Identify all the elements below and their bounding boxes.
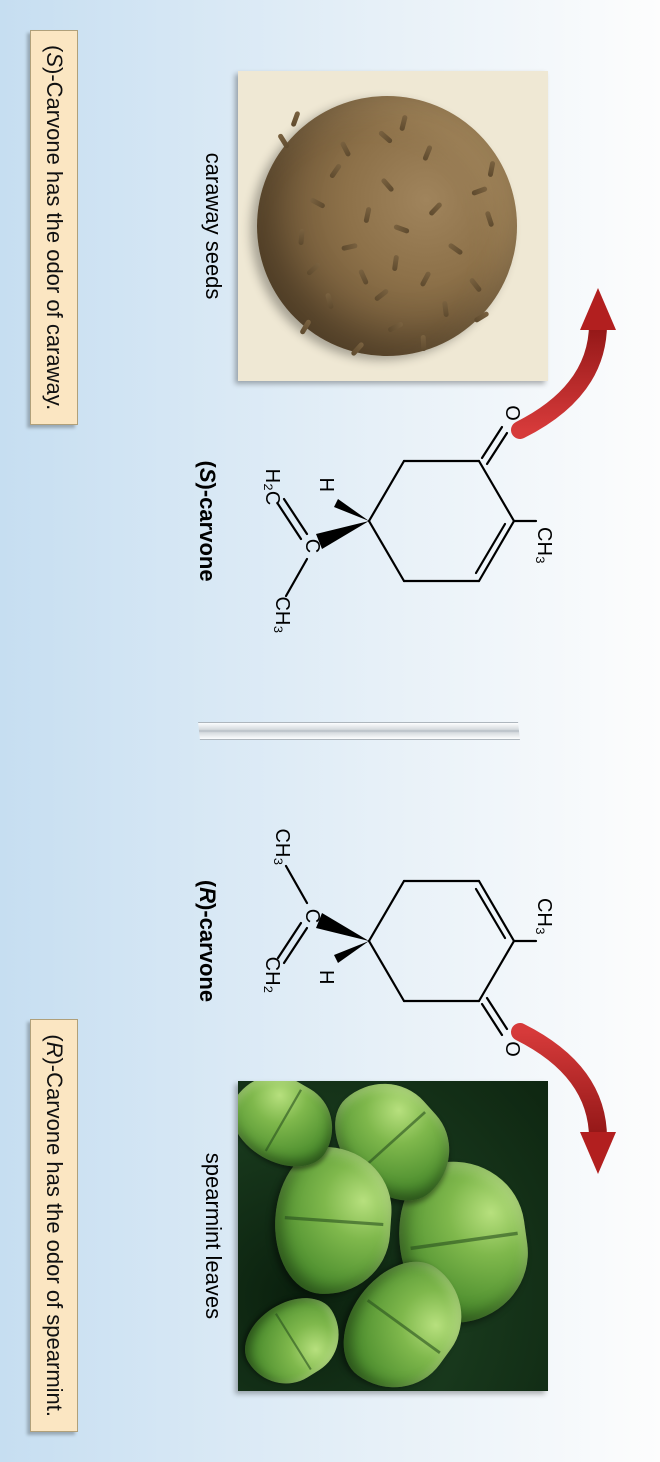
label-O: O: [501, 1041, 523, 1057]
s-carvone-structure: O CH₃ H C H₂C CH₃ (S)-carvone: [194, 391, 554, 651]
caraway-photo-block: caraway seeds: [200, 71, 548, 381]
label-C: C: [301, 539, 323, 553]
s-carvone-svg: O CH₃ H C H₂C CH₃: [224, 391, 554, 651]
cap-rest: )-Carvone has the odor of spearmint.: [42, 1057, 67, 1417]
label-H: H: [315, 478, 337, 492]
name-suffix: )-carvone: [195, 483, 220, 582]
label-C: C: [301, 909, 323, 923]
name-config: R: [195, 887, 220, 903]
figure-canvas: caraway seeds: [0, 0, 660, 1462]
left-panel: caraway seeds: [88, 0, 660, 722]
r-carvone-svg: O CH₃ H C CH₂ CH₃: [224, 811, 554, 1071]
caraway-label: caraway seeds: [200, 153, 226, 300]
seed: [421, 335, 427, 351]
label-O: O: [501, 405, 523, 421]
spearmint-photo: [238, 1081, 548, 1391]
label-H2C: H₂C: [261, 469, 283, 506]
label-CH2: CH₂: [261, 957, 283, 994]
right-panel: O CH₃ H C CH₂ CH₃ (R)-carvone: [88, 740, 660, 1462]
name-config: S: [195, 468, 220, 483]
label-CH3-side: CH₃: [271, 597, 293, 634]
spearmint-photo-block: spearmint leaves: [200, 1081, 548, 1391]
mint-leaf: [238, 1282, 355, 1391]
r-carvone-structure: O CH₃ H C CH₂ CH₃ (R)-carvone: [194, 811, 554, 1071]
label-CH3-side: CH₃: [271, 828, 293, 865]
cap-config: R: [42, 1042, 67, 1058]
cap-config: S: [42, 52, 67, 67]
caraway-background: [238, 71, 548, 381]
cap-rest: )-Carvone has the odor of caraway.: [42, 67, 67, 410]
label-CH3-top: CH₃: [533, 898, 554, 935]
spearmint-background: [238, 1081, 548, 1391]
label-CH3-top: CH₃: [533, 527, 554, 564]
caption-left: (S)-Carvone has the odor of caraway.: [30, 30, 78, 425]
mirror-plane: [198, 722, 520, 740]
name-suffix: )-carvone: [195, 903, 220, 1002]
r-carvone-name: (R)-carvone: [194, 880, 220, 1002]
caption-row: (S)-Carvone has the odor of caraway. (R)…: [0, 0, 88, 1462]
caraway-photo: [238, 71, 548, 381]
caption-right: (R)-Carvone has the odor of spearmint.: [30, 1019, 78, 1432]
cap-prefix: (: [42, 1034, 67, 1041]
spearmint-label: spearmint leaves: [200, 1153, 226, 1319]
seed: [290, 111, 300, 128]
name-prefix: (: [195, 461, 220, 468]
label-H: H: [315, 970, 337, 984]
s-carvone-name: (S)-carvone: [194, 461, 220, 582]
figure-top-row: caraway seeds: [88, 0, 660, 1462]
